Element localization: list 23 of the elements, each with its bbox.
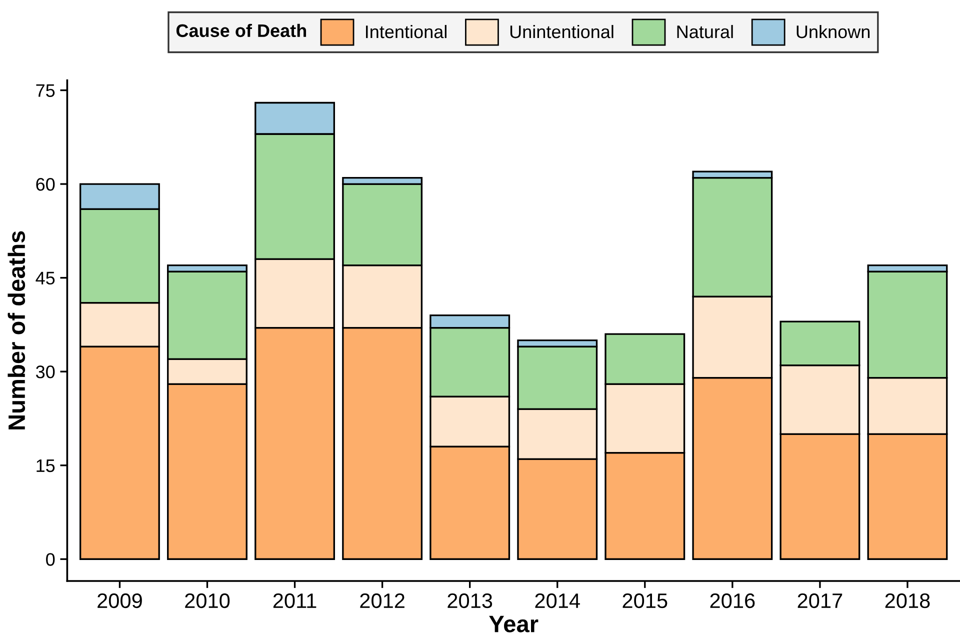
x-tick-label: 2011	[273, 593, 316, 608]
y-tick-label: 75	[36, 84, 55, 97]
x-tick-label: 2014	[535, 593, 580, 608]
y-tick-label: 45	[36, 272, 55, 285]
x-tick-label: 2015	[622, 593, 668, 608]
x-tick-label: 2018	[885, 593, 930, 608]
x-tick-label: 2009	[98, 593, 142, 608]
y-tick-label: 15	[36, 459, 55, 472]
x-axis-title: Year	[489, 616, 538, 632]
x-tick-label: 2017	[798, 593, 842, 608]
legend-label: Unknown	[796, 24, 870, 38]
x-tick-label: 2013	[448, 593, 492, 608]
legend-label: Intentional	[366, 24, 446, 38]
x-tick-label: 2010	[185, 593, 230, 608]
y-tick-label: 0	[46, 553, 55, 566]
legend-title: Cause of Death	[176, 24, 306, 38]
x-tick-label: 2016	[710, 593, 755, 608]
legend-label: Unintentional	[510, 24, 614, 38]
x-tick-label: 2012	[360, 593, 404, 608]
y-axis-title: Number of deaths	[8, 231, 26, 430]
legend-label: Natural	[677, 24, 733, 38]
y-tick-label: 30	[36, 366, 55, 378]
y-tick-label: 60	[36, 178, 55, 191]
